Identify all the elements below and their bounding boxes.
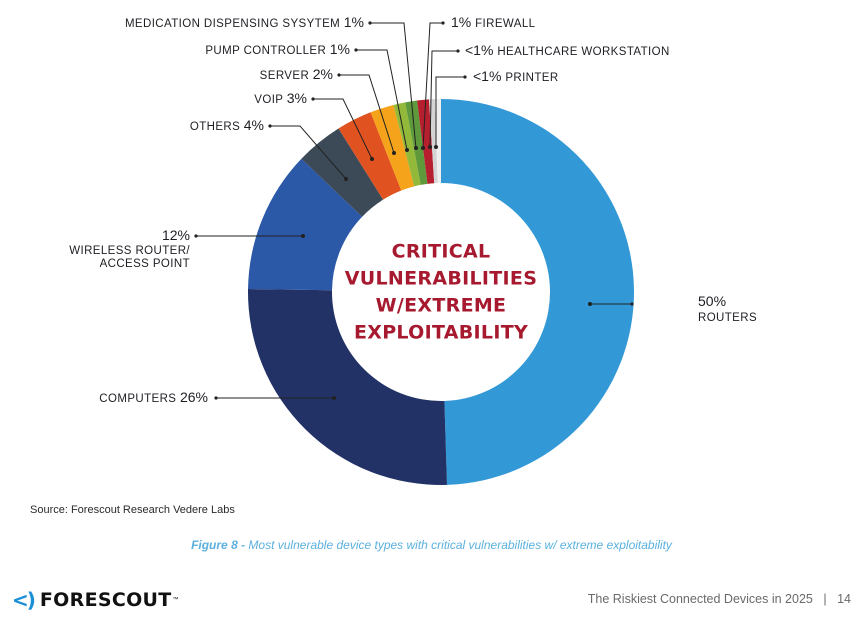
leader-end-others bbox=[268, 124, 272, 128]
leader-dot-pump bbox=[405, 148, 409, 152]
label-pct-printer: <1% bbox=[473, 68, 505, 84]
center-title-line-4: EXPLOITABILITY bbox=[354, 322, 528, 344]
label-printer: <1% PRINTER bbox=[473, 68, 559, 84]
leader-dot-routers bbox=[588, 302, 592, 306]
leader-line-workstation bbox=[429, 50, 458, 148]
label-computers: COMPUTERS 26% bbox=[99, 389, 208, 405]
slice-medication bbox=[405, 100, 428, 185]
slice-wireless bbox=[248, 158, 363, 291]
leader-end-medication bbox=[368, 21, 372, 25]
slice-routers bbox=[441, 99, 635, 485]
page-footer: The Riskiest Connected Devices in 2025 |… bbox=[588, 592, 851, 606]
label-name-workstation: HEALTHCARE WORKSTATION bbox=[497, 46, 669, 58]
label-pct-server: 2% bbox=[313, 66, 333, 82]
label-name-pump: PUMP CONTROLLER bbox=[205, 45, 329, 57]
center-title-line-3: W/EXTREME bbox=[376, 295, 507, 317]
leader-dot-others bbox=[344, 177, 348, 181]
leader-dot-workstation bbox=[428, 145, 432, 149]
slice-voip bbox=[338, 112, 402, 200]
slice-labels: 50% ROUTERS COMPUTERS 26% 12% WIRELESS ROUTE… bbox=[69, 14, 757, 405]
label-name-printer: PRINTER bbox=[505, 72, 558, 84]
label-name-others: OTHERS bbox=[190, 121, 244, 133]
forescout-logo: <) FORESCOUT ™ bbox=[12, 588, 179, 612]
center-title: CRITICAL VULNERABILITIES W/EXTREME EXPLOITA… bbox=[345, 241, 537, 344]
label-pct-firewall: 1% bbox=[451, 14, 475, 30]
label-name-wireless-line2: ACCESS POINT bbox=[100, 258, 190, 270]
slice-pump bbox=[393, 102, 421, 187]
leader-dot-computers bbox=[332, 396, 336, 400]
slice-computers bbox=[248, 288, 448, 486]
leader-end-printer bbox=[463, 75, 467, 79]
label-pct-computers: 26% bbox=[180, 389, 208, 405]
leader-line-firewall bbox=[422, 22, 443, 149]
label-medication: MEDICATION DISPENSING SYSYTEM 1% bbox=[125, 14, 364, 30]
slice-firewall bbox=[417, 99, 435, 184]
label-name-routers: ROUTERS bbox=[698, 312, 757, 324]
leader-end-firewall bbox=[441, 21, 445, 25]
label-name-firewall: FIREWALL bbox=[475, 18, 535, 30]
center-title-line-2: VULNERABILITIES bbox=[345, 268, 537, 290]
leader-line-others bbox=[270, 125, 347, 180]
figure-caption: Figure 8 - Most vulnerable device types … bbox=[0, 538, 863, 552]
logo-trademark: ™ bbox=[172, 597, 179, 603]
leader-end-workstation bbox=[456, 49, 460, 53]
label-firewall: 1% FIREWALL bbox=[451, 14, 536, 30]
leader-line-medication bbox=[370, 22, 417, 149]
label-name-voip: VOIP bbox=[254, 94, 286, 106]
leader-dot-firewall bbox=[421, 146, 425, 150]
label-name-server: SERVER bbox=[260, 70, 313, 82]
label-pump: PUMP CONTROLLER 1% bbox=[205, 41, 350, 57]
leader-line-server bbox=[339, 74, 395, 154]
figure-caption-text: Most vulnerable device types with critic… bbox=[248, 538, 672, 552]
figure-number: Figure 8 - bbox=[191, 538, 246, 552]
leader-line-printer bbox=[435, 76, 465, 147]
page-number: 14 bbox=[837, 592, 851, 606]
slice-workstation bbox=[429, 99, 438, 184]
label-pct-voip: 3% bbox=[287, 90, 307, 106]
logo-bracket-icon: <) bbox=[12, 588, 36, 612]
label-pct-wireless: 12% bbox=[162, 227, 190, 243]
footer-separator: | bbox=[823, 592, 827, 606]
source-note: Source: Forescout Research Vedere Labs bbox=[30, 504, 235, 516]
label-pct-workstation: <1% bbox=[465, 42, 497, 58]
logo-wordmark: FORESCOUT bbox=[39, 589, 172, 611]
leader-dot-wireless bbox=[301, 234, 305, 238]
label-pct-pump: 1% bbox=[330, 41, 350, 57]
label-name-wireless: WIRELESS ROUTER/ bbox=[69, 245, 190, 257]
leader-line-pump bbox=[356, 49, 408, 151]
leader-dot-printer bbox=[434, 145, 438, 149]
label-pct-medication: 1% bbox=[344, 14, 364, 30]
label-name-medication: MEDICATION DISPENSING SYSYTEM bbox=[125, 18, 344, 30]
label-pct-routers: 50% bbox=[698, 293, 726, 309]
label-pct-others: 4% bbox=[244, 117, 264, 133]
leader-end-pump bbox=[354, 48, 358, 52]
leader-line-voip bbox=[313, 98, 373, 160]
label-workstation: <1% HEALTHCARE WORKSTATION bbox=[465, 42, 670, 58]
donut-slices bbox=[248, 99, 635, 486]
label-name-computers: COMPUTERS bbox=[99, 393, 180, 405]
leader-lines bbox=[194, 21, 634, 400]
leader-end-routers bbox=[630, 302, 634, 306]
label-voip: VOIP 3% bbox=[254, 90, 307, 106]
report-title: The Riskiest Connected Devices in 2025 bbox=[587, 592, 813, 606]
leader-dot-voip bbox=[370, 157, 374, 161]
leader-end-wireless bbox=[194, 234, 198, 238]
leader-dot-server bbox=[392, 151, 396, 155]
leader-end-voip bbox=[311, 97, 315, 101]
label-server: SERVER 2% bbox=[260, 66, 333, 82]
leader-end-server bbox=[337, 73, 341, 77]
label-others: OTHERS 4% bbox=[190, 117, 264, 133]
center-title-line-1: CRITICAL bbox=[392, 241, 491, 263]
leader-end-computers bbox=[214, 396, 218, 400]
leader-dot-medication bbox=[414, 146, 418, 150]
